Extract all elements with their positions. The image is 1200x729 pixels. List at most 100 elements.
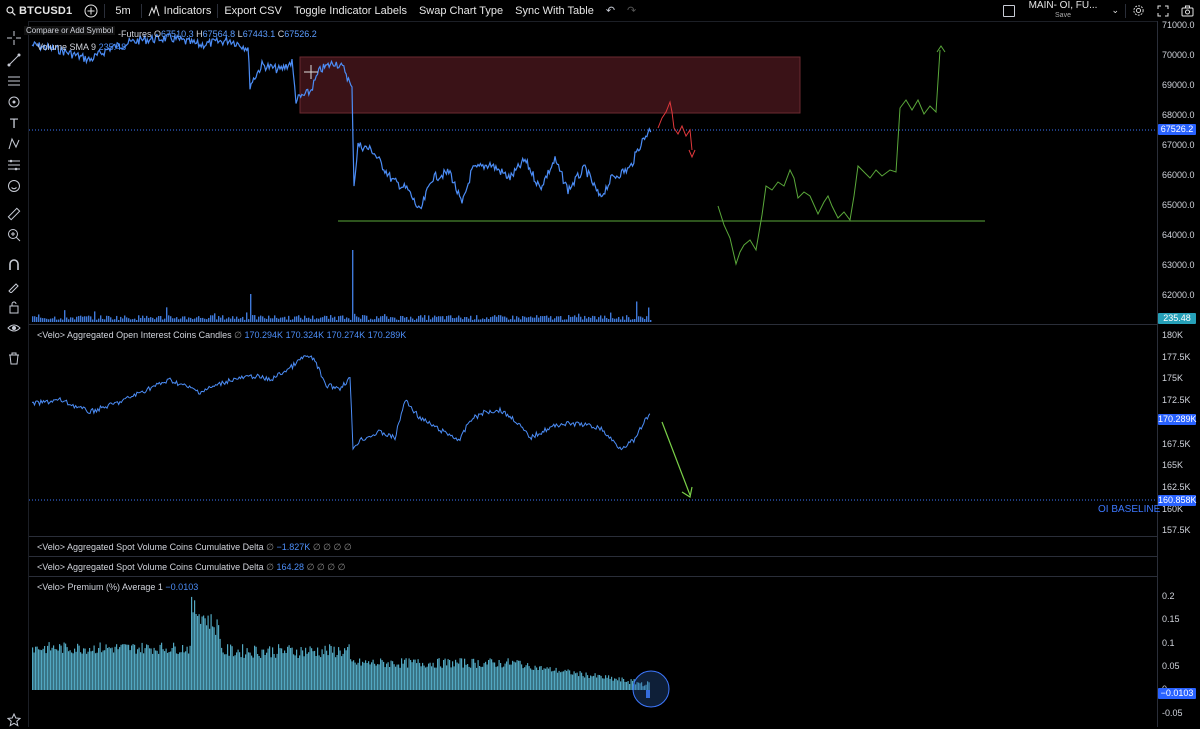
volume-bar bbox=[176, 317, 178, 322]
pane-divider[interactable] bbox=[29, 576, 1200, 577]
settings-button[interactable] bbox=[1126, 0, 1151, 21]
pane-divider[interactable] bbox=[29, 536, 1200, 537]
fib-icon[interactable] bbox=[5, 72, 23, 90]
stay-drawing-icon[interactable] bbox=[5, 277, 23, 295]
divider bbox=[140, 3, 142, 18]
swap-chart-type-button[interactable]: Swap Chart Type bbox=[418, 4, 504, 17]
redo-button[interactable]: ↷ bbox=[621, 0, 642, 21]
main-legend: -Futures O67510.3 H67564.8 L67443.1 C675… bbox=[118, 29, 317, 39]
toggle-indicator-labels-button[interactable]: Toggle Indicator Labels bbox=[293, 4, 407, 17]
magnet-icon[interactable] bbox=[5, 256, 23, 274]
export-csv-button[interactable]: Export CSV bbox=[224, 4, 282, 17]
volume-bar bbox=[320, 317, 322, 322]
volume-bar bbox=[524, 316, 526, 322]
premium-histogram bbox=[32, 596, 650, 698]
layout-dropdown[interactable]: ⌄ bbox=[1105, 0, 1125, 21]
premium-bar bbox=[77, 643, 79, 690]
indicators-label: Indicators bbox=[163, 4, 212, 17]
price-tick: 65000.0 bbox=[1162, 200, 1195, 210]
premium-bar bbox=[279, 648, 281, 690]
premium-bar bbox=[60, 645, 62, 690]
visibility-icon[interactable]: ∅ bbox=[266, 542, 275, 552]
premium-bar bbox=[614, 678, 616, 690]
layout-menu[interactable]: MAIN- OI, FU... Save bbox=[1021, 0, 1106, 21]
lock-icon[interactable] bbox=[5, 298, 23, 316]
pattern-icon[interactable] bbox=[5, 135, 23, 153]
premium-bar bbox=[140, 652, 142, 690]
bullish-projection[interactable] bbox=[717, 49, 941, 266]
emoji-icon[interactable] bbox=[5, 177, 23, 195]
symbol-search-button[interactable]: BTCUSD1 bbox=[0, 0, 78, 21]
trash-icon[interactable] bbox=[5, 349, 23, 367]
fullscreen-button[interactable] bbox=[1151, 0, 1175, 21]
premium-bar bbox=[317, 647, 319, 690]
premium-bar bbox=[455, 659, 457, 690]
pane-divider[interactable] bbox=[29, 324, 1200, 325]
premium-bar bbox=[624, 681, 626, 690]
zoom-icon[interactable] bbox=[5, 226, 23, 244]
volume-bar bbox=[280, 317, 282, 322]
premium-bar bbox=[53, 645, 55, 690]
volume-bar bbox=[596, 319, 598, 322]
visibility-icon[interactable]: ∅ bbox=[234, 330, 242, 340]
premium-bar bbox=[54, 649, 56, 690]
visibility-icon[interactable]: ∅ bbox=[266, 562, 275, 572]
indicators-button[interactable]: Indicators bbox=[142, 0, 218, 21]
premium-bar bbox=[561, 671, 563, 690]
premium-bar bbox=[468, 666, 470, 690]
premium-bar bbox=[470, 667, 472, 690]
spot-delta-2-legend: <Velo> Aggregated Spot Volume Coins Cumu… bbox=[37, 562, 345, 573]
chart-canvas[interactable] bbox=[0, 0, 1157, 727]
volume-bar bbox=[486, 317, 488, 322]
text-icon[interactable]: T bbox=[9, 115, 19, 131]
volume-bar bbox=[454, 318, 456, 322]
volume-bar bbox=[536, 315, 538, 322]
bearish-projection[interactable] bbox=[657, 100, 693, 151]
premium-bar bbox=[201, 616, 203, 690]
compare-add-button[interactable] bbox=[78, 0, 104, 21]
pane-divider[interactable] bbox=[29, 556, 1200, 557]
premium-bar bbox=[300, 647, 302, 690]
spot-delta-1-legend: <Velo> Aggregated Spot Volume Coins Cumu… bbox=[37, 542, 352, 553]
volume-bar bbox=[222, 315, 224, 322]
indicators-icon bbox=[148, 4, 160, 16]
volume-bar bbox=[230, 318, 232, 322]
price-scale[interactable] bbox=[1157, 21, 1200, 727]
oi-down-arrow[interactable] bbox=[661, 421, 691, 496]
premium-bar bbox=[105, 644, 107, 690]
volume-bar bbox=[100, 315, 102, 322]
highlight-circle[interactable] bbox=[632, 670, 670, 708]
volume-bar bbox=[212, 315, 214, 322]
volume-bar bbox=[292, 319, 294, 322]
volume-bar bbox=[616, 318, 618, 322]
volume-bar bbox=[602, 318, 604, 322]
prediction-icon[interactable] bbox=[5, 156, 23, 174]
screenshot-button[interactable] bbox=[1175, 0, 1200, 21]
volume-bar bbox=[40, 317, 42, 322]
premium-bar bbox=[69, 650, 71, 690]
volume-bar bbox=[520, 319, 522, 322]
volume-bar bbox=[316, 318, 318, 322]
eye-icon[interactable] bbox=[5, 319, 23, 337]
search-icon bbox=[6, 5, 16, 16]
volume-bar bbox=[434, 315, 436, 322]
premium-bar bbox=[447, 659, 449, 690]
oi-tick: 175K bbox=[1162, 373, 1184, 384]
supply-zone-rectangle[interactable] bbox=[299, 56, 801, 114]
volume-bar bbox=[272, 318, 274, 322]
undo-button[interactable]: ↶ bbox=[600, 0, 621, 21]
premium-bar bbox=[186, 646, 188, 690]
trend-line-icon[interactable] bbox=[5, 51, 23, 69]
premium-bar bbox=[612, 680, 614, 690]
brush-icon[interactable] bbox=[5, 93, 23, 111]
ruler-icon[interactable] bbox=[5, 205, 23, 223]
premium-bar bbox=[486, 664, 488, 690]
premium-bar bbox=[162, 649, 164, 690]
sync-with-table-button[interactable]: Sync With Table bbox=[515, 4, 594, 17]
volume-bar bbox=[296, 316, 298, 322]
crosshair-icon[interactable] bbox=[5, 29, 23, 47]
favorites-star-icon[interactable] bbox=[5, 711, 23, 729]
interval-button[interactable]: 5m bbox=[115, 4, 131, 17]
layout-checkbox[interactable] bbox=[997, 0, 1021, 21]
premium-bar bbox=[93, 645, 95, 690]
